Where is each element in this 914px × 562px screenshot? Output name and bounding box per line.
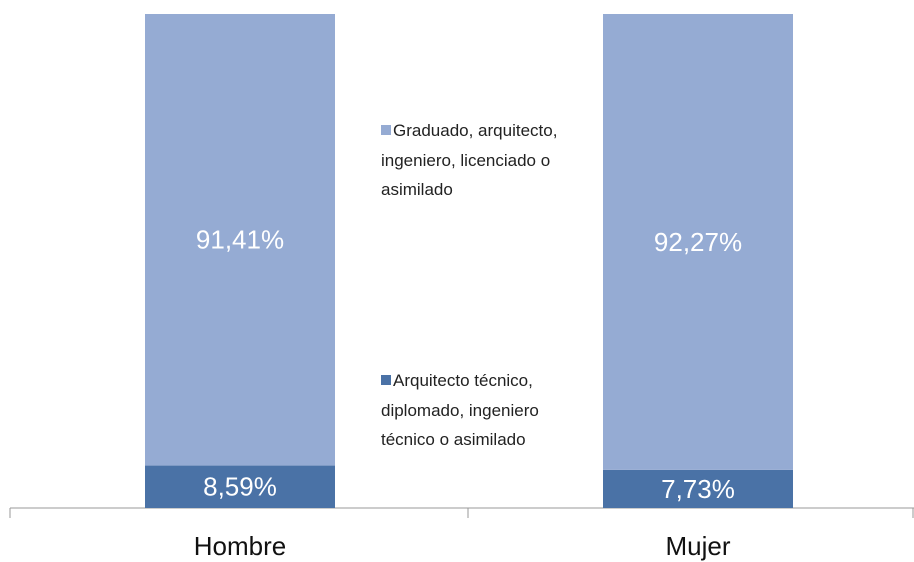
- legend-label: Arquitecto técnico, diplomado, ingeniero…: [381, 371, 539, 449]
- legend-swatch: [381, 125, 391, 135]
- value-label: 91,41%: [196, 225, 284, 255]
- value-label: 7,73%: [661, 474, 735, 504]
- bar-segment: [603, 14, 793, 470]
- bar-segment: [145, 465, 335, 508]
- legend-entry: Arquitecto técnico, diplomado, ingeniero…: [381, 366, 586, 455]
- legend-swatch: [381, 375, 391, 385]
- legend-entry: Graduado, arquitecto, ingeniero, licenci…: [381, 116, 586, 205]
- legend-label: Graduado, arquitecto, ingeniero, licenci…: [381, 121, 558, 199]
- x-tick-label: Hombre: [194, 531, 286, 561]
- value-label: 8,59%: [203, 472, 277, 502]
- bar-segment: [145, 14, 335, 466]
- value-label: 92,27%: [654, 227, 742, 257]
- bar-segment: [603, 469, 793, 508]
- x-tick-label: Mujer: [665, 531, 730, 561]
